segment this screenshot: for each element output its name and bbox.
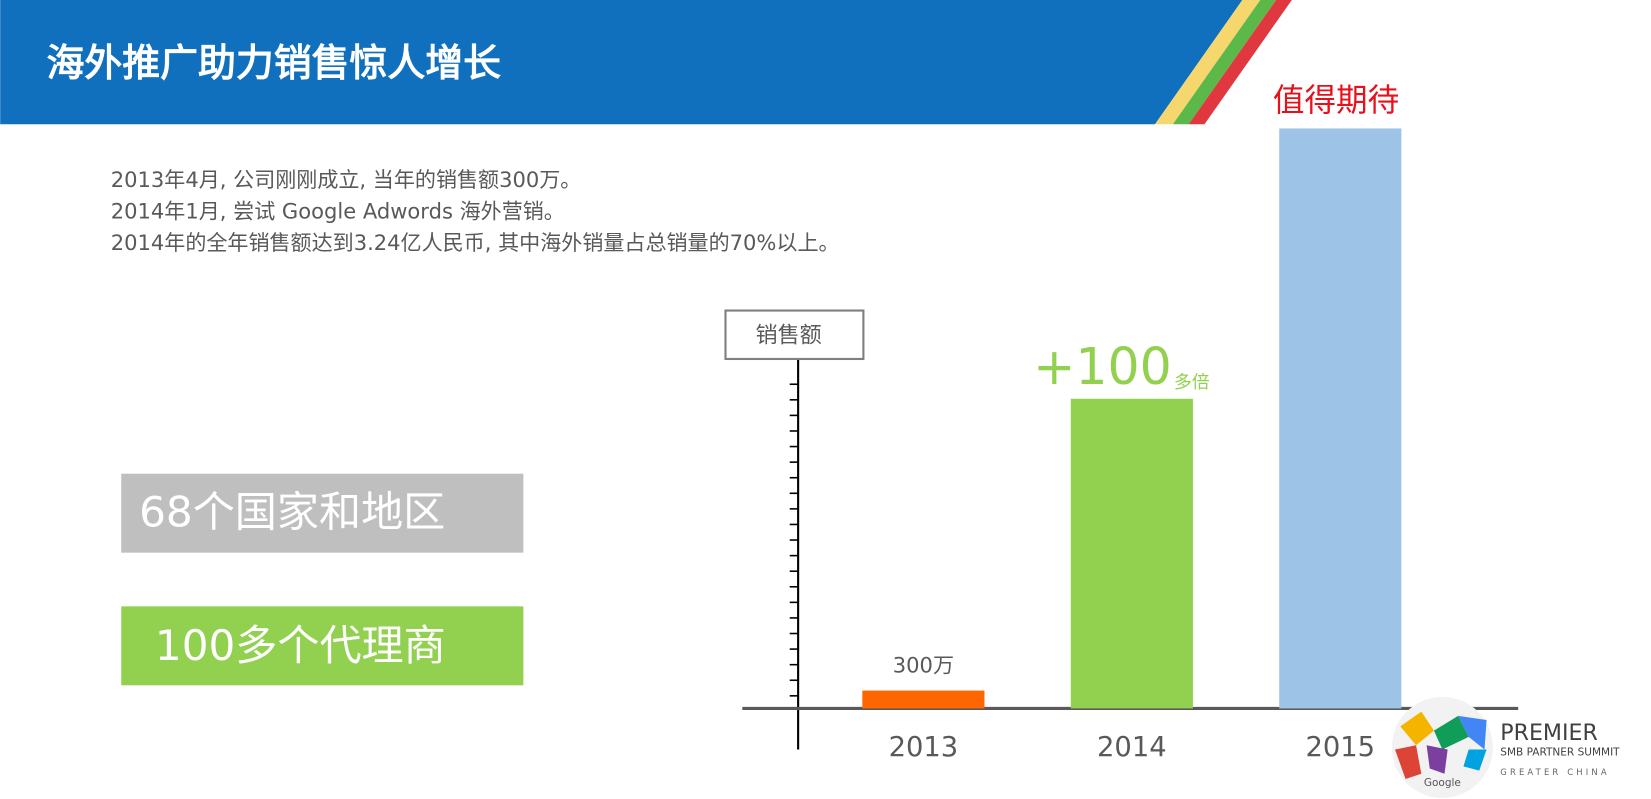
bar [1279, 128, 1402, 709]
logo-shape [1395, 745, 1422, 779]
annotation-small: 多倍 [1174, 372, 1210, 393]
x-tick-label: 2014 [1097, 732, 1167, 763]
annotation: +100 [1033, 337, 1172, 396]
header-stripe [1172, 0, 1277, 125]
slide-title: 海外推广助力销售惊人增长 [47, 41, 502, 85]
logo-region: GREATER CHINA [1500, 767, 1610, 777]
logo-shape [1458, 715, 1487, 750]
header-band [0, 0, 1243, 125]
logo-shape [1426, 745, 1448, 774]
logo-shape [1463, 749, 1487, 771]
value-label: 300万 [893, 652, 954, 677]
logo-shape [1400, 711, 1434, 746]
bar [862, 690, 985, 709]
logo-brand: Google [1424, 777, 1461, 789]
logo: Google PREMIER SMB PARTNER SUMMIT GREATE… [1391, 696, 1620, 798]
y-axis-label: 销售额 [756, 322, 822, 348]
highlight-text: 68个国家和地区 [139, 487, 445, 536]
intro-line: 2014年的全年销售额达到3.24亿人民币, 其中海外销量占总销量的70%以上。 [111, 230, 840, 255]
logo-shape [1433, 715, 1469, 750]
logo-title: PREMIER [1500, 720, 1598, 746]
logo-subtitle: SMB PARTNER SUMMIT [1500, 747, 1620, 759]
x-tick-label: 2015 [1305, 732, 1375, 763]
highlight-text: 100多个代理商 [155, 621, 446, 670]
intro-line: 2014年1月, 尝试 Google Adwords 海外营销。 [111, 199, 565, 224]
highlight-box [121, 473, 524, 553]
axis-ticks [789, 383, 799, 697]
bars: 2013 300万 2014 2015 +100 多倍 值得期待 [862, 83, 1402, 763]
header-stripe [1188, 0, 1292, 125]
x-tick-label: 2013 [889, 732, 959, 763]
highlight-box [121, 606, 524, 686]
bar [1070, 398, 1193, 709]
annotation: 值得期待 [1273, 83, 1399, 119]
intro-line: 2013年4月, 公司刚刚成立, 当年的销售额300万。 [111, 167, 582, 192]
y-axis-label-box [724, 309, 865, 361]
header-stripe [1154, 0, 1261, 125]
